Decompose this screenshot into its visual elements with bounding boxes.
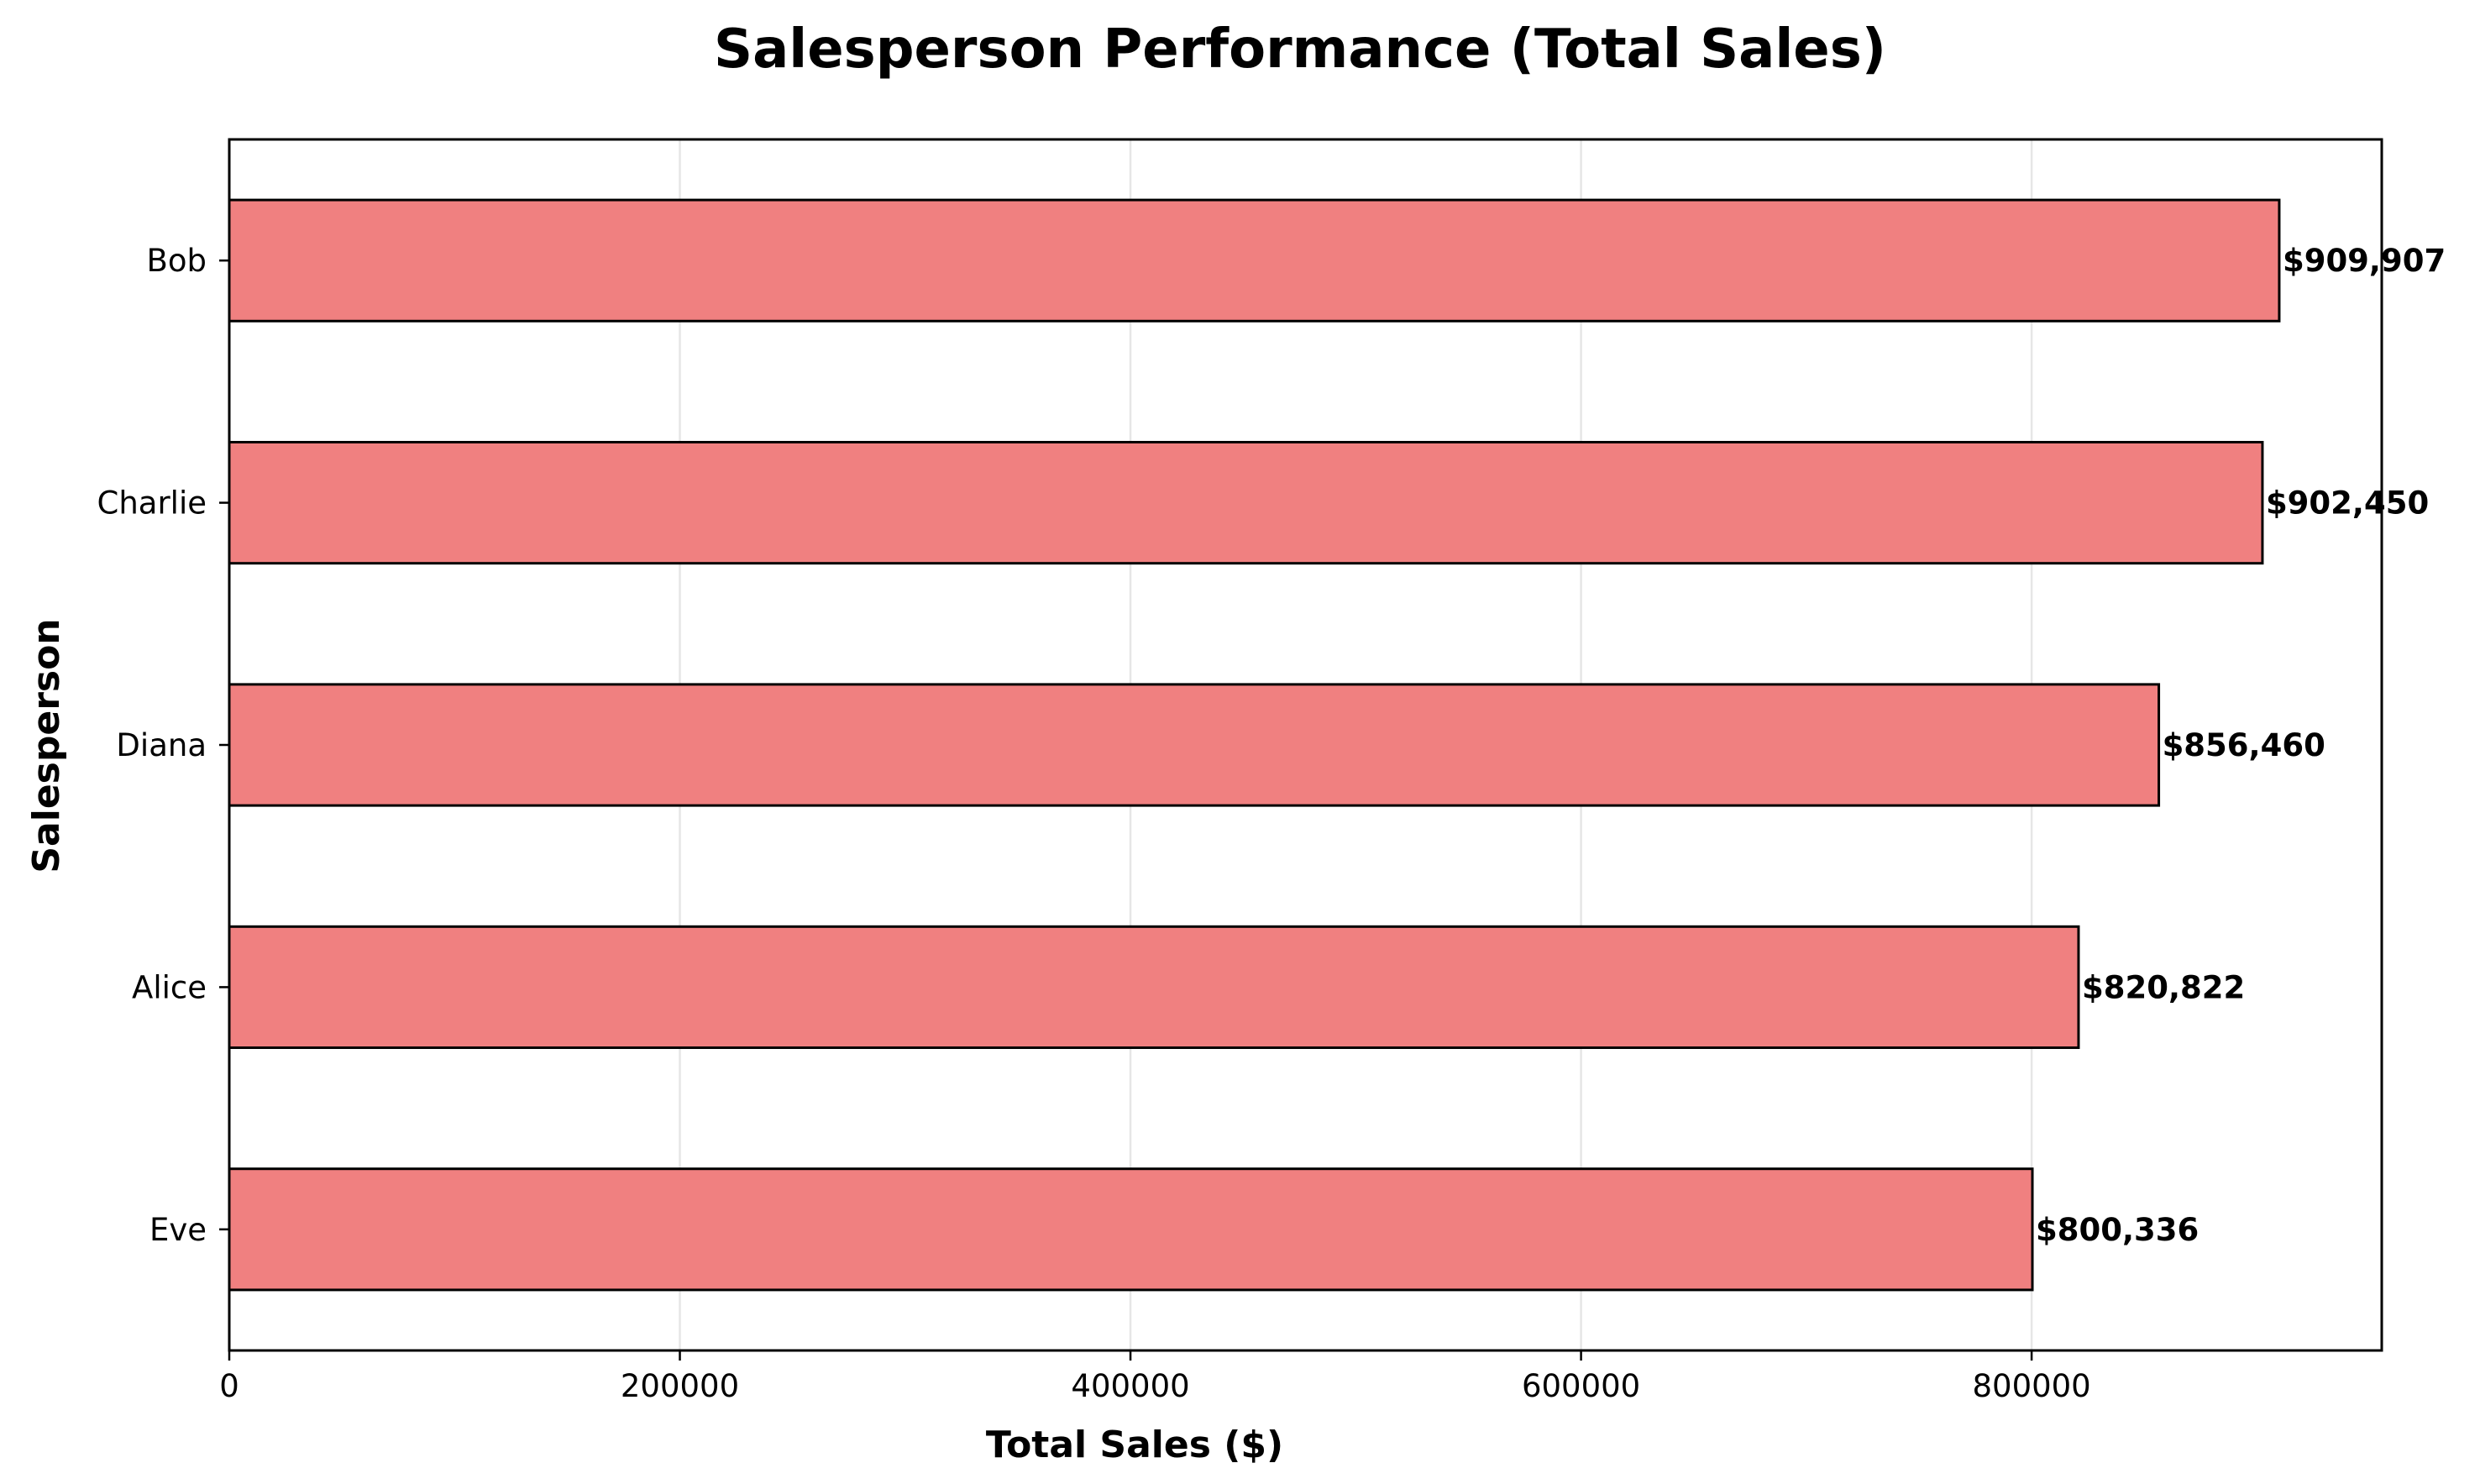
x-axis-ticks: 0 200000 400000 600000 800000 [219,1350,2091,1404]
data-label: $856,460 [2163,727,2325,763]
x-tick-label: 200000 [621,1368,739,1404]
bars [228,198,2281,1292]
y-tick-label: Alice [132,969,207,1005]
chart-title: Salesperson Performance (Total Sales) [714,18,1886,81]
x-axis-label: Total Sales ($) [986,1424,1283,1466]
data-label: $820,822 [2082,969,2245,1005]
x-tick-label: 800000 [1972,1368,2090,1404]
data-labels: $909,907 $902,450 $856,460 $820,822 $800,336 [2036,243,2446,1248]
bar [228,683,2161,807]
y-tick-label: Diana [116,727,207,763]
data-label: $800,336 [2036,1212,2199,1248]
y-axis-ticks: Bob Charlie Diana Alice Eve [97,243,229,1248]
data-label: $902,450 [2266,485,2429,522]
y-axis-label: Salesperson [25,618,68,873]
x-tick-label: 600000 [1522,1368,1640,1404]
y-tick-label: Eve [149,1212,207,1248]
y-tick-label: Charlie [97,485,207,522]
x-tick-label: 400000 [1071,1368,1189,1404]
data-label: $909,907 [2283,243,2446,279]
bar [228,1167,2034,1292]
bar [228,441,2264,565]
bar [228,925,2080,1050]
x-tick-label: 0 [219,1368,239,1404]
bar [228,198,2281,322]
y-tick-label: Bob [146,243,207,279]
